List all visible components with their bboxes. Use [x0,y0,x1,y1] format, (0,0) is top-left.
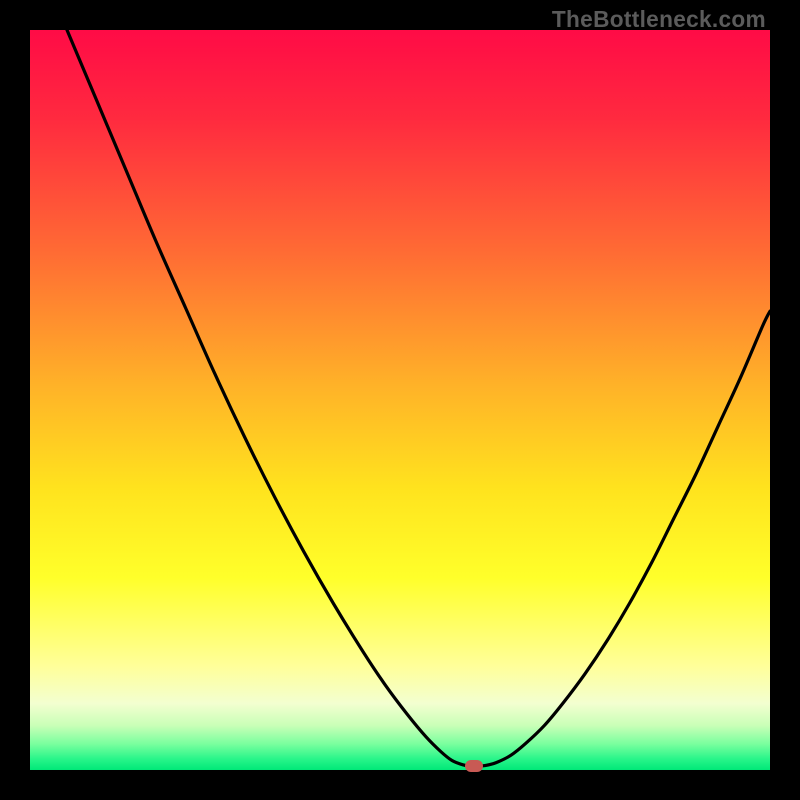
watermark-text: TheBottleneck.com [552,6,766,33]
optimal-point-marker [465,760,483,772]
chart-frame: TheBottleneck.com [0,0,800,800]
plot-area [30,30,770,770]
bottleneck-curve [30,30,770,770]
